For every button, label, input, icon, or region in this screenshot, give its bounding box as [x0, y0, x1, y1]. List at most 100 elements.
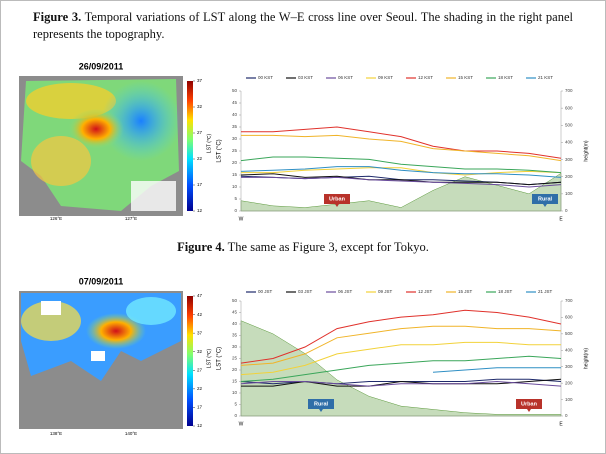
y2-tick-label: 500 — [565, 122, 573, 127]
x-tick-label: W — [239, 216, 244, 222]
legend-label: 03 JST — [298, 289, 313, 294]
map-date: 26/09/2011 — [79, 61, 124, 71]
series-line — [240, 173, 562, 186]
series-line — [240, 380, 562, 387]
y2-tick-label: 0 — [565, 413, 568, 418]
legend-label: 15 KST — [458, 75, 473, 80]
y-tick-label: 0 — [234, 208, 237, 213]
legend-label: 00 JST — [258, 289, 273, 294]
x-tick-label: W — [239, 421, 244, 427]
map-date: 07/09/2011 — [79, 276, 124, 286]
y2-tick-label: 600 — [565, 315, 573, 320]
lon-label: 140°E — [125, 431, 137, 436]
legend-label: 06 JST — [338, 289, 353, 294]
legend-label: 00 KST — [258, 75, 273, 80]
colorbar-label: LST (℃) — [206, 133, 212, 153]
colorbar-tick-label: 42 — [197, 312, 203, 317]
y-tick-label: 10 — [232, 390, 238, 395]
annotation-label: Rural — [538, 196, 553, 202]
figure-label: Figure 3. — [33, 10, 82, 24]
y2-tick-label: 300 — [565, 364, 573, 369]
y2-tick-label: 200 — [565, 174, 573, 179]
y-axis-label: LST (°C) — [217, 347, 223, 370]
caption: Figure 4. The same as Figure 3, except f… — [33, 239, 573, 256]
annotation-box — [516, 399, 542, 409]
legend-label: 21 KST — [538, 75, 553, 80]
colorbar-label: LST (℃) — [206, 348, 212, 368]
colorbar-tick-label: 22 — [197, 156, 203, 161]
y-tick-label: 15 — [232, 379, 238, 384]
colorbar-tick-label: 37 — [197, 330, 203, 335]
legend-label: 12 JST — [418, 289, 433, 294]
series-line — [240, 341, 561, 376]
colorbar-tick-label: 37 — [197, 78, 203, 83]
caption-text: Temporal variations of LST along the W–E… — [33, 10, 573, 41]
legend-label: 18 JST — [498, 289, 513, 294]
colorbar-tick-label: 17 — [197, 405, 203, 410]
colorbar-tick-label: 27 — [197, 367, 203, 372]
series-line — [240, 166, 562, 178]
annotation-pointer — [543, 204, 547, 207]
y2-tick-label: 100 — [565, 191, 573, 196]
series-line — [241, 176, 562, 188]
annotation-box — [532, 194, 558, 204]
y2-tick-label: 500 — [565, 331, 573, 336]
annotation-label: Rural — [314, 401, 329, 407]
series-line — [240, 156, 562, 174]
map — [19, 76, 183, 216]
legend-label: 03 KST — [298, 75, 313, 80]
y2-tick-label: 200 — [565, 380, 573, 385]
y-tick-label: 40 — [232, 112, 238, 117]
annotation-box — [324, 194, 350, 204]
y-tick-label: 10 — [232, 184, 238, 189]
figure-label: Figure 4. — [177, 240, 225, 254]
colorbar — [187, 81, 193, 211]
colorbar-tick-label: 47 — [197, 293, 203, 298]
colorbar-tick-label: 12 — [197, 423, 203, 428]
y2-tick-label: 700 — [565, 298, 573, 303]
colorbar — [187, 296, 193, 426]
topography-area — [240, 172, 562, 212]
y-tick-label: 20 — [232, 160, 238, 165]
series-line — [240, 325, 562, 366]
y2-tick-label: 400 — [565, 347, 573, 352]
annotation-pointer — [335, 204, 339, 207]
y-tick-label: 5 — [234, 402, 237, 407]
x-tick-label: E — [559, 421, 563, 427]
y-tick-label: 0 — [234, 413, 237, 418]
legend-label: 15 JST — [458, 289, 473, 294]
annotation-pointer — [527, 409, 531, 412]
map — [19, 291, 183, 429]
series-line — [241, 126, 562, 159]
y2-tick-label: 700 — [565, 88, 573, 93]
legend-label: 12 KST — [418, 75, 433, 80]
legend-label: 09 JST — [378, 289, 393, 294]
legend-label: 06 KST — [338, 75, 353, 80]
y-tick-label: 20 — [232, 367, 238, 372]
lon-label: 138°E — [50, 431, 62, 436]
y-tick-label: 50 — [232, 298, 238, 303]
annotation-pointer — [319, 409, 323, 412]
colorbar-tick-label: 22 — [197, 386, 203, 391]
colorbar-tick-label: 12 — [197, 208, 203, 213]
y2-tick-label: 100 — [565, 397, 573, 402]
colorbar-tick-label: 32 — [197, 349, 203, 354]
annotation-label: Urban — [329, 196, 346, 202]
topography-area — [240, 320, 562, 417]
annotation-box — [308, 399, 334, 409]
y-tick-label: 40 — [232, 321, 238, 326]
y-tick-label: 35 — [232, 124, 238, 129]
series-line — [241, 167, 562, 176]
colorbar-tick-label: 17 — [197, 182, 203, 187]
y2-axis-label: height(m) — [583, 348, 589, 369]
y-tick-label: 35 — [232, 333, 238, 338]
y-tick-label: 15 — [232, 172, 238, 177]
y-tick-label: 50 — [232, 88, 238, 93]
caption-text: The same as Figure 3, except for Tokyo. — [227, 240, 429, 254]
y-tick-label: 25 — [232, 356, 238, 361]
y2-tick-label: 600 — [565, 105, 573, 110]
y2-tick-label: 400 — [565, 140, 573, 145]
legend-label: 09 KST — [378, 75, 393, 80]
caption: Figure 3. Temporal variations of LST alo… — [33, 9, 573, 43]
